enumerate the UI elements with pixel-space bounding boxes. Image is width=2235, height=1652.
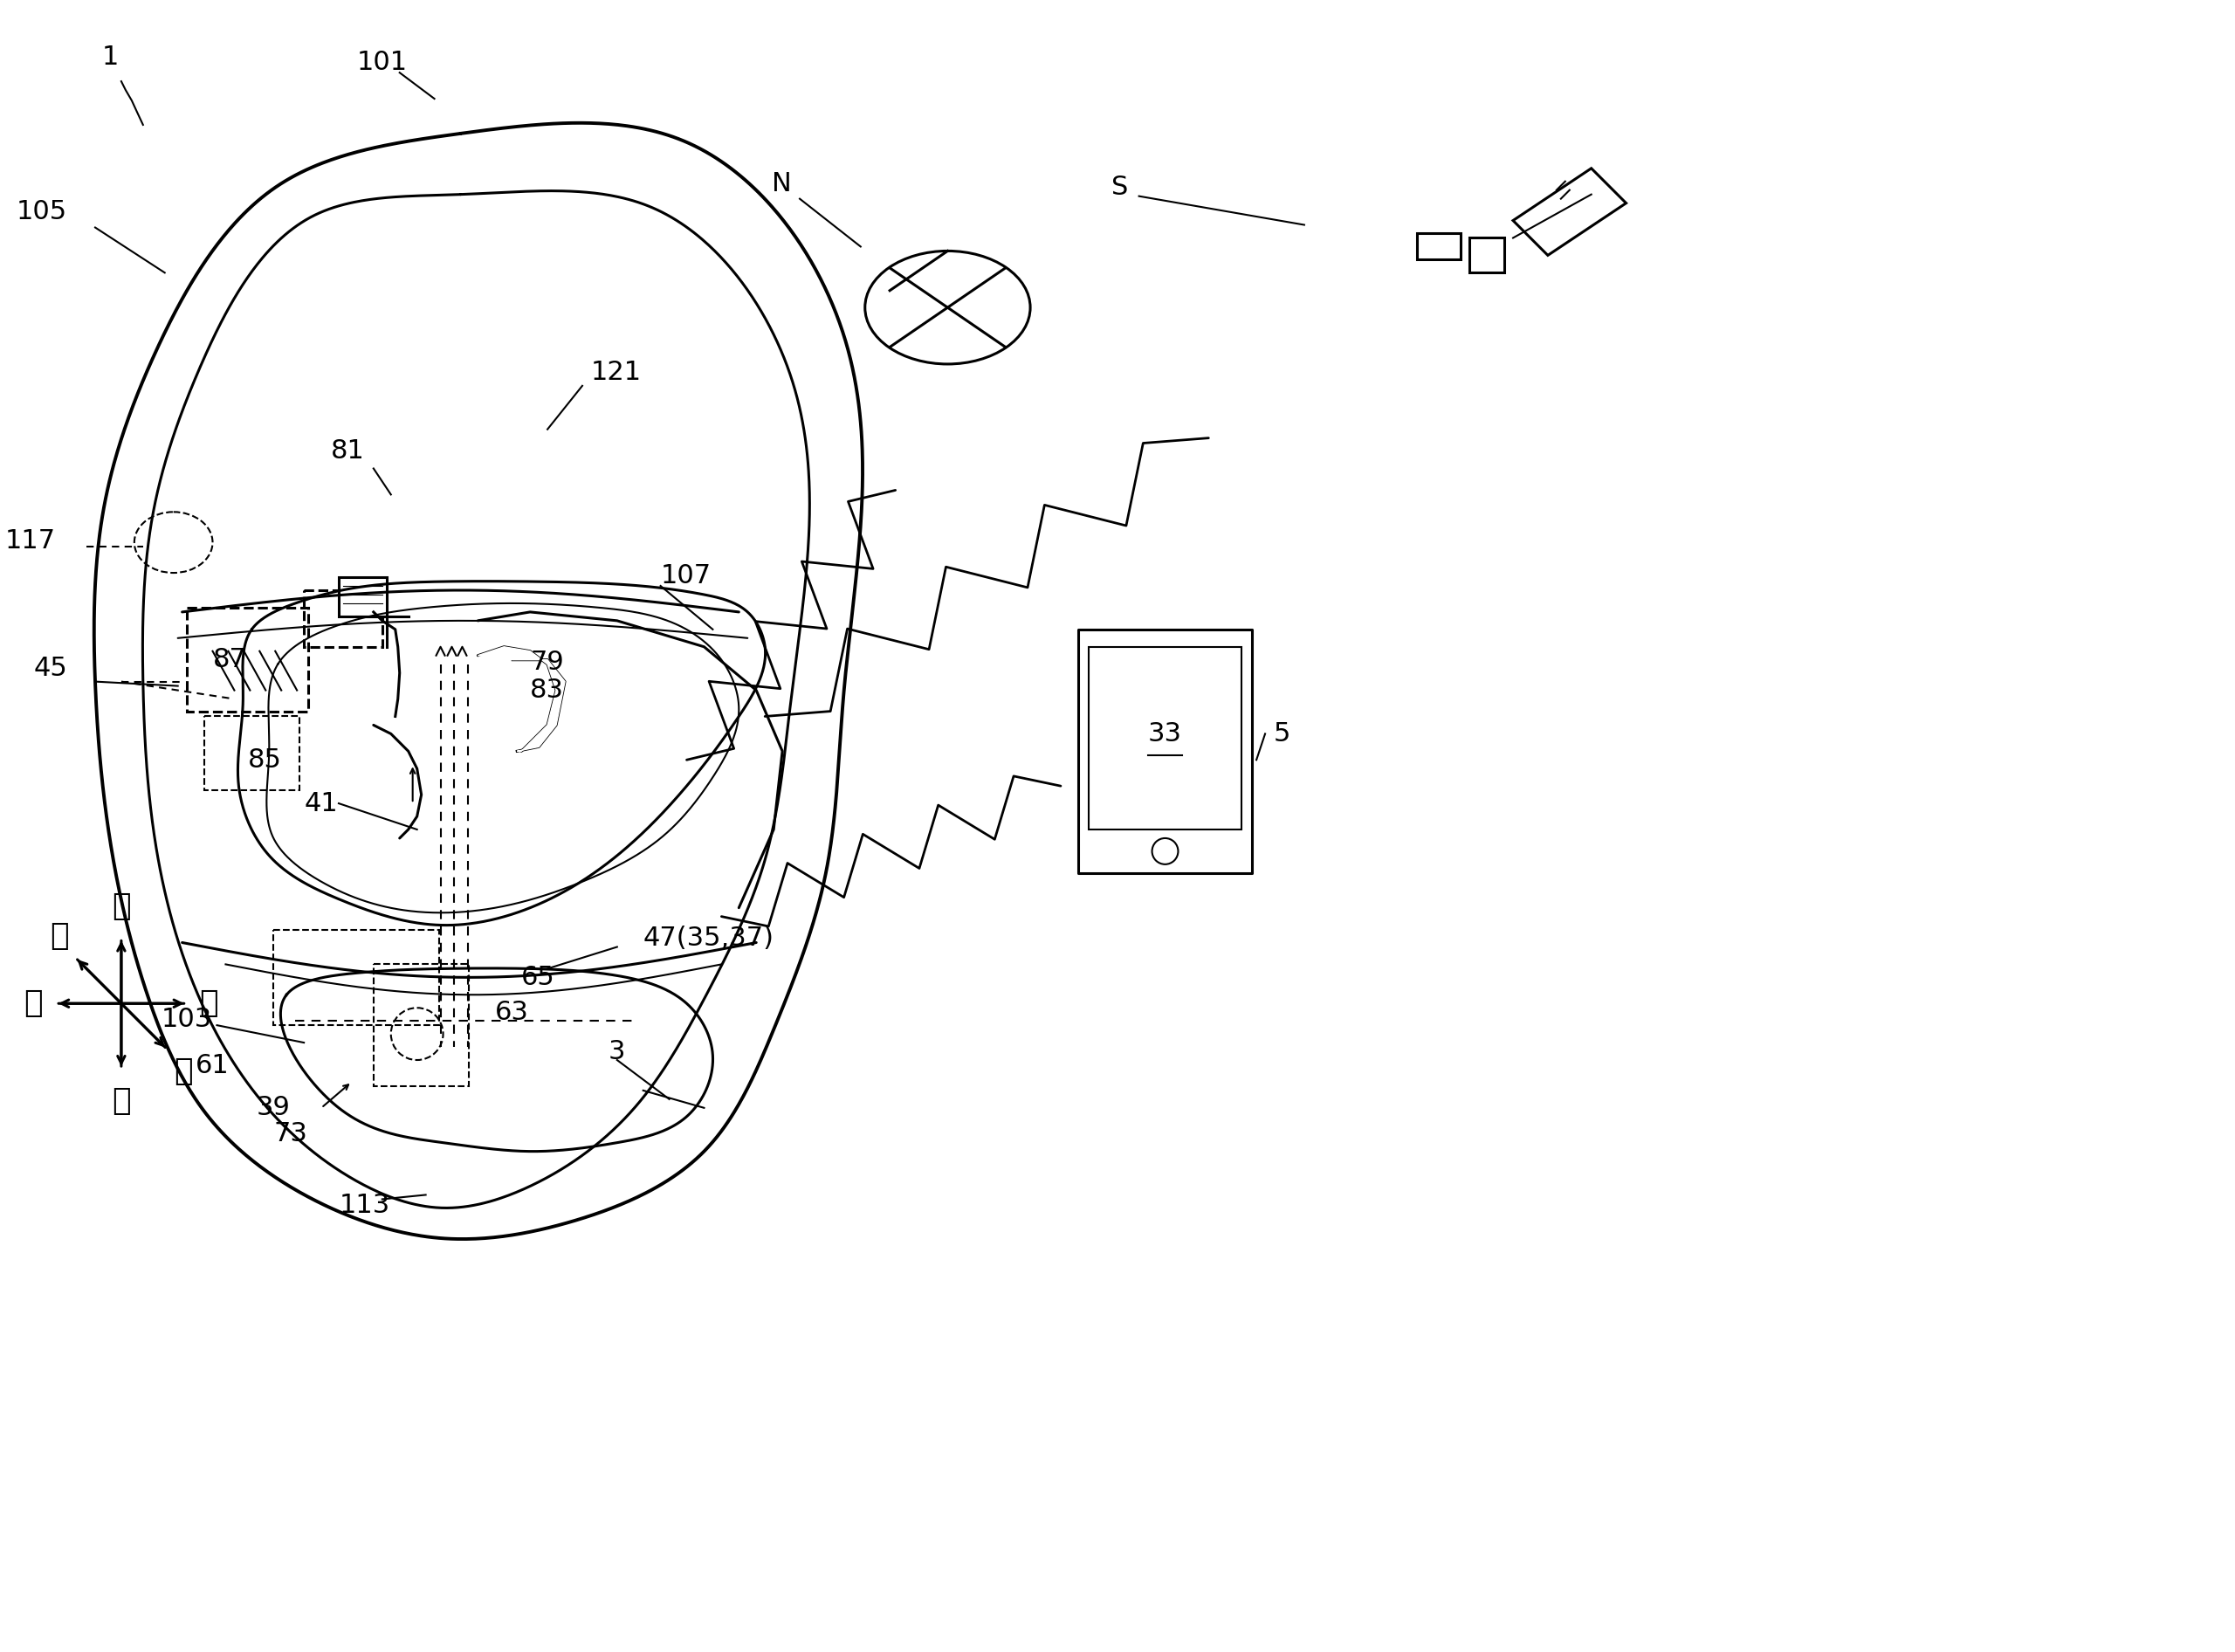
- Text: 63: 63: [496, 999, 530, 1024]
- Text: 101: 101: [358, 50, 407, 74]
- Text: 41: 41: [304, 791, 337, 816]
- Bar: [1088, 648, 1243, 829]
- Text: 左: 左: [199, 988, 219, 1018]
- Text: 121: 121: [590, 360, 641, 385]
- Text: 右: 右: [25, 988, 42, 1018]
- Text: 前: 前: [174, 1056, 192, 1085]
- Bar: [273, 930, 438, 1026]
- Text: 5: 5: [1274, 722, 1292, 747]
- Text: 65: 65: [521, 965, 554, 990]
- Bar: [340, 577, 387, 616]
- Text: 107: 107: [662, 563, 711, 588]
- Text: 33: 33: [1149, 722, 1182, 747]
- Bar: [203, 717, 299, 790]
- Polygon shape: [478, 648, 565, 752]
- Bar: [186, 608, 308, 712]
- Text: S: S: [1111, 175, 1129, 200]
- Text: N: N: [771, 172, 791, 197]
- Text: 后: 后: [49, 922, 69, 952]
- Text: 85: 85: [248, 747, 282, 773]
- Bar: [1077, 629, 1252, 872]
- Text: 117: 117: [4, 529, 56, 553]
- Text: 83: 83: [530, 677, 563, 704]
- Bar: [304, 590, 382, 648]
- Text: 103: 103: [161, 1006, 212, 1032]
- Text: 45: 45: [34, 656, 67, 681]
- Text: 105: 105: [16, 200, 67, 225]
- Text: 3: 3: [608, 1039, 626, 1064]
- Text: 上: 上: [112, 890, 130, 920]
- Text: 1: 1: [103, 45, 118, 69]
- Bar: [1471, 238, 1504, 273]
- Text: 81: 81: [331, 438, 364, 464]
- Text: 73: 73: [275, 1122, 308, 1146]
- Text: 61: 61: [197, 1054, 230, 1079]
- Bar: [373, 965, 469, 1085]
- Text: 47(35,37): 47(35,37): [644, 925, 773, 952]
- Text: 下: 下: [112, 1085, 130, 1115]
- Text: 87: 87: [212, 648, 246, 672]
- Text: 113: 113: [340, 1193, 391, 1218]
- Text: 79: 79: [530, 649, 563, 676]
- Text: 39: 39: [257, 1095, 291, 1120]
